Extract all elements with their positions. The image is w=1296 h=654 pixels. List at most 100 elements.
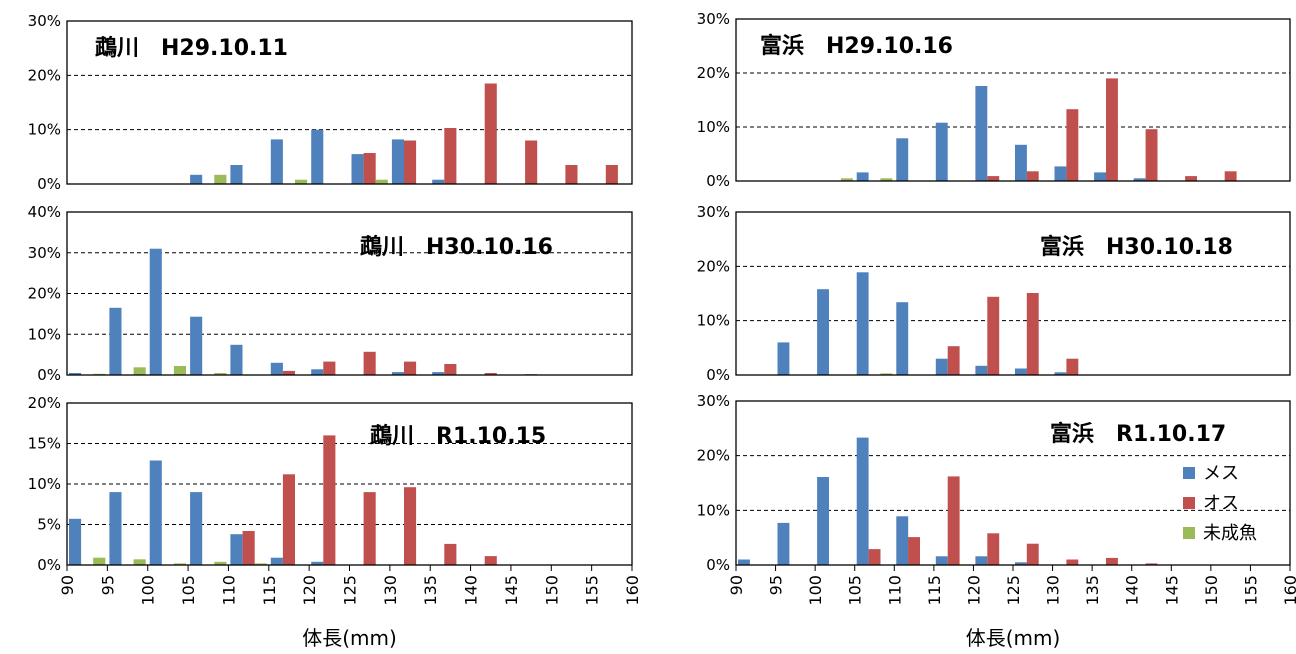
bar-メス-110 (230, 344, 243, 375)
bar-オス-135 (1106, 557, 1118, 565)
bar-メス-115 (935, 358, 948, 375)
y-tick-label: 20% (697, 447, 730, 465)
x-tick-label: 140 (1123, 575, 1142, 606)
bar-オス-130 (1066, 559, 1079, 565)
bar-オス-130 (404, 361, 417, 375)
bar-メス-95 (109, 492, 122, 565)
x-tick-label: 95 (767, 575, 786, 595)
bar-オス-145 (525, 140, 538, 184)
bar-未成魚-100 (173, 563, 186, 565)
bar-メス-100 (149, 248, 162, 375)
panel-title: 鵡川 H29.10.11 (95, 36, 288, 61)
y-tick-label: 0% (37, 175, 61, 193)
bar-メス-105 (856, 437, 869, 565)
x-tick-label: 100 (139, 575, 158, 606)
legend-label: メス (1203, 463, 1239, 484)
bar-オス-155 (605, 165, 618, 184)
plot-frame (66, 20, 633, 185)
bar-未成魚-125 (375, 179, 388, 184)
bar-メス-90 (738, 559, 750, 565)
bar-オス-115 (282, 370, 295, 375)
bar-オス-135 (444, 364, 457, 375)
y-tick-label: 10% (697, 501, 730, 519)
bar-オス-150 (565, 165, 578, 184)
plot-frame (735, 18, 1291, 182)
bar-オス-115 (282, 474, 295, 565)
x-tick-label: 110 (219, 575, 238, 606)
x-tick-label: 105 (846, 575, 865, 606)
y-tick-label: 10% (28, 121, 61, 139)
bar-メス-105 (190, 174, 203, 184)
bar-未成魚-100 (173, 366, 186, 375)
x-tick-label: 145 (1162, 575, 1181, 606)
bar-オス-140 (484, 556, 497, 565)
y-tick-label: 20% (28, 66, 61, 84)
x-tick-label: 155 (583, 575, 602, 606)
bar-未成魚-95 (133, 367, 146, 375)
panel-title: 鵡川 R1.10.15 (370, 424, 546, 449)
bar-メス-135 (432, 372, 445, 375)
x-tick-label: 105 (179, 575, 198, 606)
bar-メス-115 (935, 122, 948, 181)
y-tick-label: 0% (706, 172, 730, 190)
panel-title: 鵡川 H30.10.16 (360, 235, 553, 260)
x-tick-label: 150 (1202, 575, 1221, 606)
x-tick-label: 155 (1241, 575, 1260, 606)
x-tick-label: 110 (885, 575, 904, 606)
bar-未成魚-115 (295, 179, 308, 184)
panel-title: 富浜 H29.10.16 (760, 33, 953, 59)
bar-メス-115 (270, 362, 283, 375)
y-tick-label: 30% (697, 10, 730, 28)
bar-メス-95 (777, 342, 790, 375)
bar-メス-90 (69, 373, 82, 375)
bar-オス-120 (323, 435, 336, 565)
bar-メス-130 (391, 372, 404, 375)
x-tick-label: 95 (98, 575, 117, 595)
plot-frame (735, 211, 1291, 376)
y-tick-label: 20% (697, 257, 730, 275)
bar-メス-110 (230, 165, 243, 184)
bar-メス-120 (311, 129, 324, 184)
bar-オス-140 (484, 373, 497, 375)
bar-オス-135 (444, 128, 457, 184)
bar-メス-120 (311, 561, 324, 565)
legend-swatch-1 (1183, 497, 1195, 509)
bar-メス-125 (351, 154, 364, 184)
legend-label: オス (1203, 493, 1239, 514)
bar-未成魚-105 (214, 373, 227, 375)
bar-メス-130 (391, 139, 404, 184)
legend-swatch-0 (1183, 467, 1195, 479)
y-tick-label: 5% (37, 516, 61, 534)
x-tick-label: 140 (462, 575, 481, 606)
bar-オス-125 (363, 153, 376, 184)
bar-未成魚-90 (93, 557, 106, 565)
bar-メス-125 (1015, 562, 1027, 565)
bar-メス-130 (1054, 372, 1067, 375)
x-axis-label: 体長(mm) (302, 626, 397, 650)
bar-オス-130 (1066, 109, 1079, 181)
panel-title: 富浜 H30.10.18 (1040, 234, 1233, 260)
bar-メス-110 (896, 516, 909, 565)
bar-メス-115 (270, 139, 283, 184)
x-tick-label: 125 (341, 575, 360, 606)
plot-frame (66, 211, 633, 376)
bar-メス-120 (975, 365, 988, 375)
y-tick-label: 10% (28, 325, 61, 343)
bar-メス-120 (975, 86, 988, 181)
bar-メス-105 (856, 272, 869, 375)
bar-オス-130 (1066, 358, 1079, 375)
bar-オス-125 (1026, 171, 1039, 181)
bar-未成魚-105 (880, 373, 893, 375)
bar-メス-105 (190, 316, 203, 375)
bar-メス-100 (817, 477, 829, 565)
x-tick-label: 160 (1281, 575, 1296, 606)
bar-メス-100 (817, 289, 829, 375)
bar-メス-135 (432, 179, 445, 184)
panel-title: 富浜 R1.10.17 (1050, 421, 1226, 447)
y-tick-label: 0% (37, 366, 61, 384)
bar-未成魚-105 (214, 561, 227, 565)
y-tick-label: 10% (697, 312, 730, 330)
bar-未成魚-105 (880, 178, 893, 181)
y-tick-label: 20% (28, 394, 61, 412)
